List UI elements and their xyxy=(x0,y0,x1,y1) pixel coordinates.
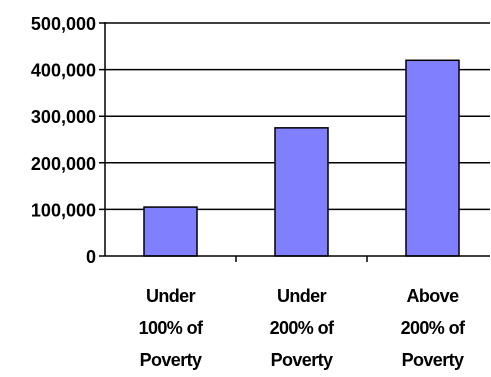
x-category-label: Above 200% of Poverty xyxy=(401,286,466,370)
x-category-label-line: Poverty xyxy=(271,350,333,370)
y-tick-label: 400,000 xyxy=(31,61,96,81)
axes xyxy=(104,22,490,262)
bar xyxy=(405,59,460,257)
x-category-label-line: Poverty xyxy=(140,350,202,370)
x-category-label: Under 100% of Poverty xyxy=(139,286,204,370)
y-axis-tick-labels: 0 100,000 200,000 300,000 400,000 500,000 xyxy=(31,14,96,267)
y-tick-label: 100,000 xyxy=(31,200,96,220)
x-category-label: Under 200% of Poverty xyxy=(270,286,335,370)
x-category-label-line: 200% of xyxy=(401,318,466,338)
y-tick-label: 300,000 xyxy=(31,107,96,127)
x-category-label-line: 100% of xyxy=(139,318,204,338)
y-tick-label: 500,000 xyxy=(31,14,96,34)
bar xyxy=(143,206,198,257)
y-tick-label: 200,000 xyxy=(31,154,96,174)
x-category-label-line: Poverty xyxy=(402,350,464,370)
x-category-label-line: Above xyxy=(406,286,459,306)
bars xyxy=(143,59,460,257)
bar xyxy=(274,127,329,257)
x-category-label-line: Under xyxy=(146,286,196,306)
x-category-label-line: 200% of xyxy=(270,318,335,338)
y-tick-label: 0 xyxy=(86,247,96,267)
x-category-label-line: Under xyxy=(277,286,327,306)
